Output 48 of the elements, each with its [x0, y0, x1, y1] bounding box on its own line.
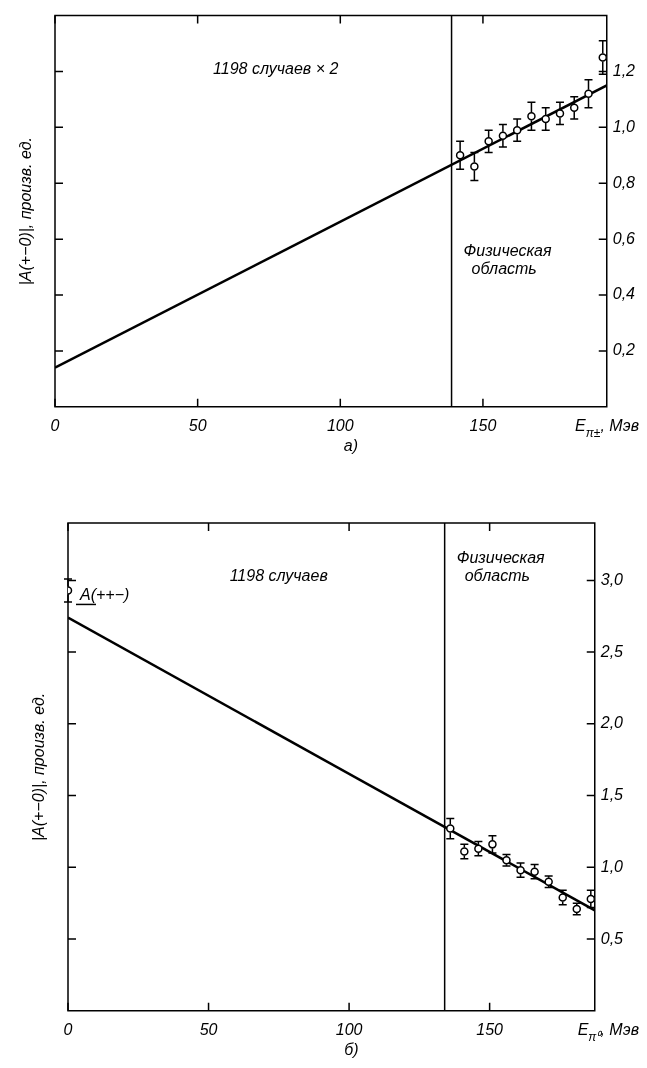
point	[555, 109, 565, 118]
text: а)	[343, 436, 358, 454]
y-tick-label: 0,4	[612, 285, 636, 303]
point	[516, 865, 525, 875]
y-tick-label: 0,5	[600, 929, 624, 947]
point	[484, 137, 493, 146]
point	[455, 151, 465, 160]
x-tick-label: 0	[50, 416, 60, 434]
point	[558, 893, 567, 902]
y-axis-title: |A(+−0)|, произв. ед.	[30, 692, 47, 842]
y-tick-label: 2,5	[599, 642, 624, 660]
point	[512, 125, 522, 135]
x-tick-label: 150	[476, 1020, 504, 1038]
annotation: Физическая область	[463, 241, 552, 277]
point	[474, 844, 483, 853]
y-tick-label: 1,0	[612, 117, 636, 135]
annotation: 1198 случаев	[229, 567, 328, 584]
annotation: A(++−)	[79, 586, 130, 604]
point	[527, 111, 536, 121]
x-tick-label: 0	[63, 1020, 73, 1038]
point	[586, 894, 595, 904]
y-tick-label: 0,2	[612, 341, 636, 359]
y-tick-label: 1,0	[600, 857, 624, 875]
x-tick-label: 100	[326, 416, 354, 434]
y-tick-label: 1,2	[612, 61, 636, 79]
point	[446, 824, 455, 833]
y-tick-label: 3,0	[600, 570, 624, 588]
point	[541, 114, 550, 124]
x-tick-label: 150	[469, 416, 497, 434]
point	[569, 103, 579, 113]
y-tick-label: 0,8	[612, 173, 636, 191]
x-tick-label: 50	[199, 1020, 218, 1038]
x-tick-label: 100	[335, 1020, 363, 1038]
point	[584, 89, 593, 99]
y-tick-label: 2,0	[599, 714, 624, 732]
y-tick-label: 1,5	[600, 786, 624, 804]
point	[598, 53, 607, 62]
y-axis-title: |A(+−0)|, произв. ед.	[17, 137, 34, 286]
point	[530, 867, 539, 876]
point	[488, 840, 497, 849]
text: б)	[344, 1040, 359, 1058]
point	[498, 131, 508, 140]
annotation: 1198 случаев × 2	[213, 59, 339, 77]
annotation: Физическая область	[456, 549, 546, 584]
x-tick-label: 50	[188, 416, 207, 434]
point	[460, 847, 469, 856]
y-tick-label: 0,6	[612, 229, 636, 247]
point	[470, 162, 479, 171]
